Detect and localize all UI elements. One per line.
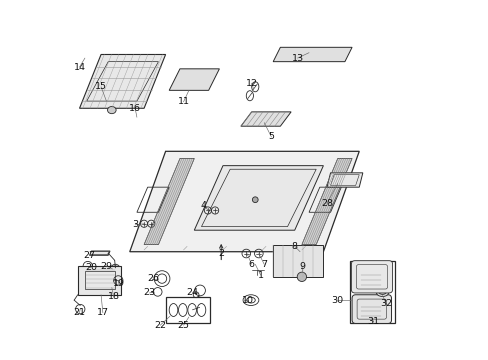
Text: 4: 4 xyxy=(200,201,206,210)
Text: 6: 6 xyxy=(248,260,254,269)
Polygon shape xyxy=(273,47,351,62)
Text: 2: 2 xyxy=(218,249,224,258)
Text: 17: 17 xyxy=(97,308,109,317)
Polygon shape xyxy=(80,54,165,108)
Text: 13: 13 xyxy=(291,54,303,63)
Polygon shape xyxy=(194,166,323,230)
Polygon shape xyxy=(129,151,359,252)
FancyBboxPatch shape xyxy=(351,261,392,293)
Text: 30: 30 xyxy=(331,296,343,305)
Polygon shape xyxy=(169,69,219,90)
Text: 31: 31 xyxy=(367,317,379,326)
Text: 15: 15 xyxy=(95,82,107,91)
Text: 18: 18 xyxy=(107,292,120,301)
Text: 21: 21 xyxy=(73,308,85,317)
Ellipse shape xyxy=(375,287,388,297)
Text: 1: 1 xyxy=(257,270,263,279)
Text: 22: 22 xyxy=(154,321,166,330)
Ellipse shape xyxy=(107,107,116,114)
Polygon shape xyxy=(89,251,110,255)
Ellipse shape xyxy=(297,272,306,282)
Text: 14: 14 xyxy=(73,63,85,72)
Text: 28: 28 xyxy=(320,199,332,208)
Text: 5: 5 xyxy=(268,132,274,141)
Polygon shape xyxy=(326,173,362,187)
FancyBboxPatch shape xyxy=(351,295,391,323)
Polygon shape xyxy=(273,244,323,277)
Text: 29: 29 xyxy=(100,262,112,271)
Text: 24: 24 xyxy=(186,288,198,297)
Text: 7: 7 xyxy=(261,260,266,269)
Text: 19: 19 xyxy=(113,279,125,288)
Text: 8: 8 xyxy=(291,242,297,251)
Bar xyxy=(165,297,210,323)
Ellipse shape xyxy=(110,264,120,274)
Ellipse shape xyxy=(252,197,258,203)
Ellipse shape xyxy=(112,266,118,272)
Text: 9: 9 xyxy=(298,262,304,271)
Text: 32: 32 xyxy=(379,299,391,308)
Text: 26: 26 xyxy=(147,274,159,283)
Text: 11: 11 xyxy=(177,97,189,106)
Text: 20: 20 xyxy=(85,264,97,273)
Polygon shape xyxy=(78,266,121,295)
Text: 12: 12 xyxy=(245,79,257,88)
Bar xyxy=(349,261,394,323)
Text: 27: 27 xyxy=(83,251,95,260)
Text: 23: 23 xyxy=(143,288,155,297)
Text: 16: 16 xyxy=(129,104,141,113)
Text: 3: 3 xyxy=(132,220,138,229)
Polygon shape xyxy=(144,158,194,244)
Text: 25: 25 xyxy=(177,321,189,330)
Polygon shape xyxy=(241,112,290,126)
Polygon shape xyxy=(301,158,351,244)
Text: 10: 10 xyxy=(242,296,254,305)
